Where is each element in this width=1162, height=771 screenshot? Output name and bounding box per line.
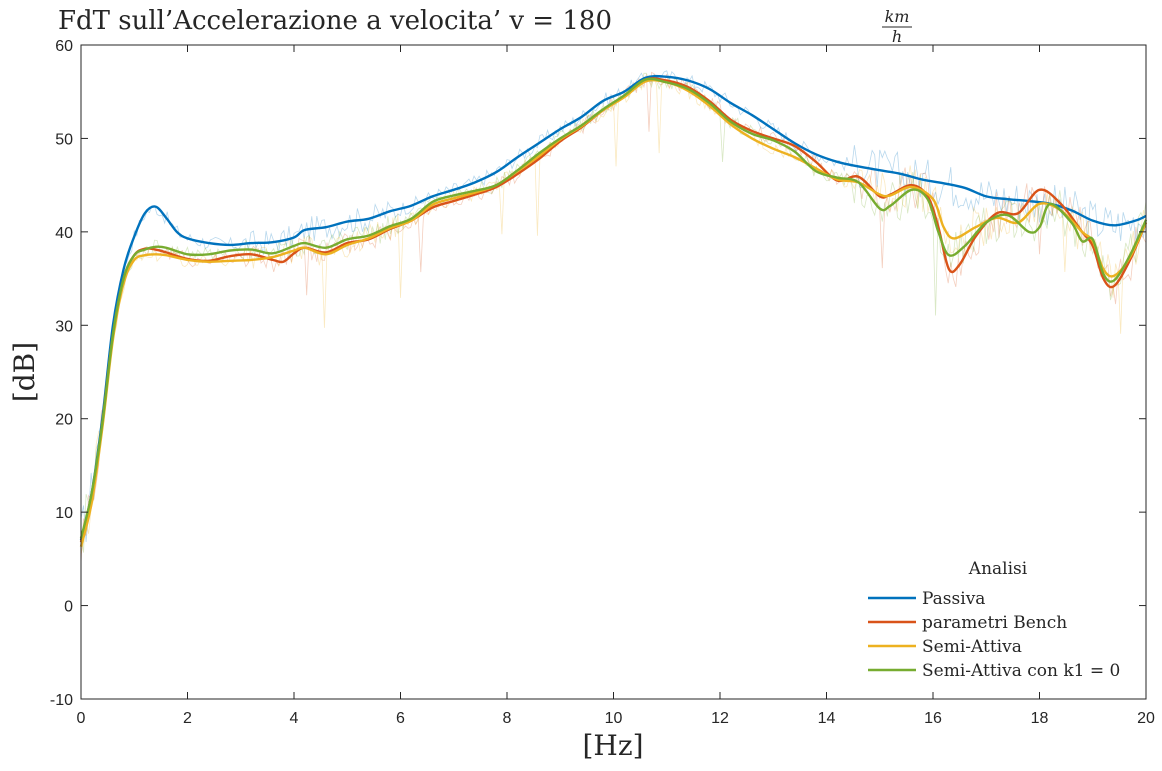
y-tick-label: 10 xyxy=(55,505,73,522)
y-tick-label: -10 xyxy=(50,692,73,709)
chart-title: FdT sull’Accelerazione a velocita’ v = 1… xyxy=(58,6,912,46)
series-line xyxy=(79,74,1147,541)
legend-label: parametri Bench xyxy=(922,613,1067,633)
x-tick-label: 4 xyxy=(290,710,299,727)
series-line xyxy=(79,77,1148,543)
y-tick-label: 30 xyxy=(55,318,73,335)
x-tick-label: 16 xyxy=(924,710,942,727)
x-axis-title: [Hz] xyxy=(582,729,643,762)
x-tick-label: 0 xyxy=(77,710,86,727)
legend-label: Semi-Attiva xyxy=(922,637,1022,657)
y-tick-label: 20 xyxy=(55,412,73,429)
chart-title-fraction-denominator: h xyxy=(892,27,902,46)
y-axis-ticks: -10 0 10 20 30 40 50 60 xyxy=(50,38,1146,709)
series-lines xyxy=(79,74,1148,547)
x-tick-label: 12 xyxy=(711,710,729,727)
raw-trace-line xyxy=(80,70,1147,543)
x-axis-ticks: 0 2 4 6 8 10 12 14 16 18 20 xyxy=(77,45,1155,727)
x-tick-label: 18 xyxy=(1031,710,1049,727)
plot-area-frame xyxy=(80,44,1147,700)
legend-label: Passiva xyxy=(922,589,985,609)
legend-items: Passiva parametri Bench Semi-Attiva Semi-At… xyxy=(868,589,1120,681)
x-tick-label: 2 xyxy=(183,710,192,727)
x-tick-label: 10 xyxy=(605,710,623,727)
x-tick-label: 20 xyxy=(1137,710,1155,727)
chart-title-fraction-numerator: km xyxy=(885,7,910,26)
legend-label: Semi-Attiva con k1 = 0 xyxy=(922,661,1120,681)
series-line xyxy=(79,79,1148,547)
y-tick-label: 60 xyxy=(55,38,73,55)
y-tick-label: 40 xyxy=(55,225,73,242)
raw-trace-line xyxy=(80,71,1147,564)
y-axis-title: [dB] xyxy=(8,342,41,402)
y-tick-label: 50 xyxy=(55,131,73,148)
series-line xyxy=(79,77,1148,539)
x-tick-label: 8 xyxy=(503,710,512,727)
chart-title-text: FdT sull’Accelerazione a velocita’ v = 1… xyxy=(58,6,612,36)
raw-data-traces xyxy=(80,70,1147,564)
x-tick-label: 14 xyxy=(818,710,836,727)
raw-trace-line xyxy=(80,76,1147,555)
y-tick-label: 0 xyxy=(64,599,73,616)
legend-title: Analisi xyxy=(968,559,1028,579)
chart-legend: Analisi Passiva parametri Bench Semi-Attiv… xyxy=(868,559,1120,681)
x-tick-label: 6 xyxy=(396,710,405,727)
raw-trace-line xyxy=(80,72,1147,553)
